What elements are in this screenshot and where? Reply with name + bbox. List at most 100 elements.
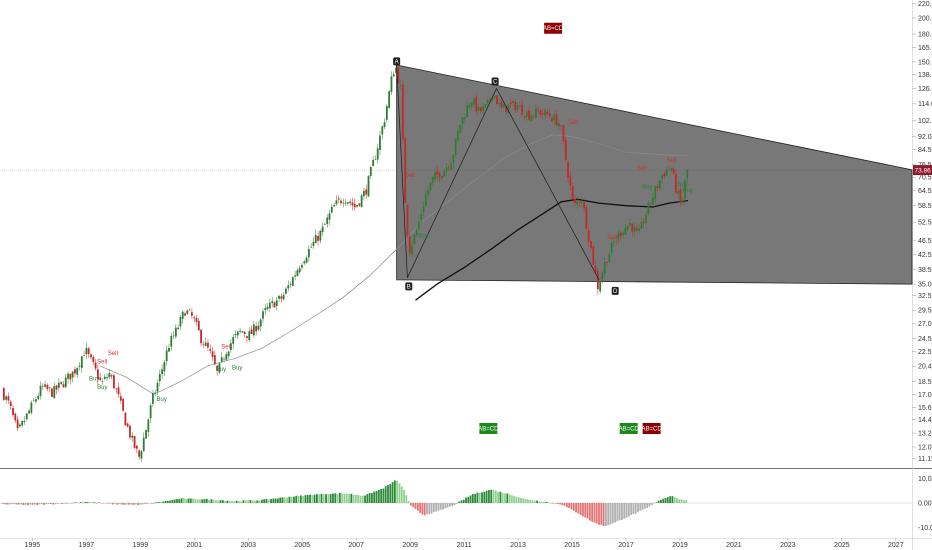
oscillator-bar [632,503,635,515]
candle-body [179,316,182,327]
candle [262,308,264,324]
oscillator-bar [123,503,126,505]
candle [507,104,510,114]
candle [184,311,186,316]
year-tick-label: 2027 [888,542,904,549]
candle-body [436,170,439,175]
candle-body [415,230,418,236]
oscillator-bar [10,503,13,505]
candle [443,168,446,177]
oscillator-bar [676,498,678,503]
oscillator-bar [616,503,619,522]
candle [156,379,159,395]
ab-cd-badge-bg [544,22,563,34]
oscillator-bar [86,502,89,503]
oscillator-bar [554,503,557,504]
candle [372,155,374,167]
candle-body [78,365,81,367]
candle [376,144,379,164]
candle [55,384,58,395]
candle-body [209,349,212,351]
candle-body [525,112,528,117]
candle [280,293,283,303]
oscillator-bar [513,496,516,503]
abcd-pattern: A B C D [393,57,619,295]
candle-body [493,95,496,98]
candle [71,371,74,383]
candle [275,296,278,311]
candle-body [321,226,324,233]
oscillator-bar [24,503,27,505]
candle [9,399,12,410]
candle [319,229,322,244]
candle-body [41,385,44,387]
oscillator-bar [162,501,165,503]
candle-body [12,407,14,415]
candle [392,71,395,77]
candle-body [399,85,402,86]
oscillator-bar [533,500,536,503]
candle-body [592,245,595,265]
oscillator-bar [265,499,268,503]
candle [438,171,441,182]
candle [158,369,161,387]
price-tick-label: 15.60 [918,405,932,412]
oscillator-bar [685,500,688,503]
candle [434,167,436,183]
oscillator-bar [423,503,426,516]
candle-body [674,173,677,193]
candle [193,315,196,323]
candle-body [363,190,365,197]
price-candles [2,65,689,463]
oscillator-bar [627,503,630,517]
oscillator-bar [481,492,483,503]
signal-sell: Sell [97,360,107,366]
candle-body [126,423,129,427]
oscillator-bar [221,500,224,503]
candle-body [649,203,652,205]
candle-body [390,76,393,92]
candle-body [103,376,106,380]
candle [225,351,228,361]
candle [608,251,611,263]
candle-body [85,347,88,355]
oscillator-bar [412,503,415,508]
oscillator-bar [205,498,208,503]
candle-body [131,435,134,438]
candle-body [633,226,636,232]
signal-sell: Sell [666,158,676,164]
candle-body [369,167,372,177]
candle [273,301,276,308]
oscillator-bar [61,503,64,504]
candle [624,224,627,236]
candle-body [482,106,485,111]
oscillator-tick-label: 10.00 [918,476,932,483]
candle [592,245,595,266]
candle [617,229,620,245]
price-tick-label: 126.00 [918,86,932,93]
oscillator-bar [249,500,252,503]
candle [39,381,42,400]
candle-body [475,96,478,112]
candle-body [365,189,368,195]
candle-body [587,230,590,242]
candle [466,100,469,118]
oscillator-bar [497,491,499,503]
candle-body [225,354,228,360]
oscillator-bar [375,490,378,503]
candle-body [310,246,313,248]
oscillator-bar [666,497,669,503]
candle-body [250,329,253,335]
oscillator-bar [611,503,614,524]
oscillator-bar [306,495,309,503]
candle-body [640,221,643,229]
candle [436,165,439,180]
candle [353,198,356,211]
oscillator-bar [579,503,582,516]
candle-body [296,270,299,276]
candle [599,277,602,294]
candle [649,203,652,207]
candle [106,373,108,382]
oscillator-bar [320,493,323,503]
